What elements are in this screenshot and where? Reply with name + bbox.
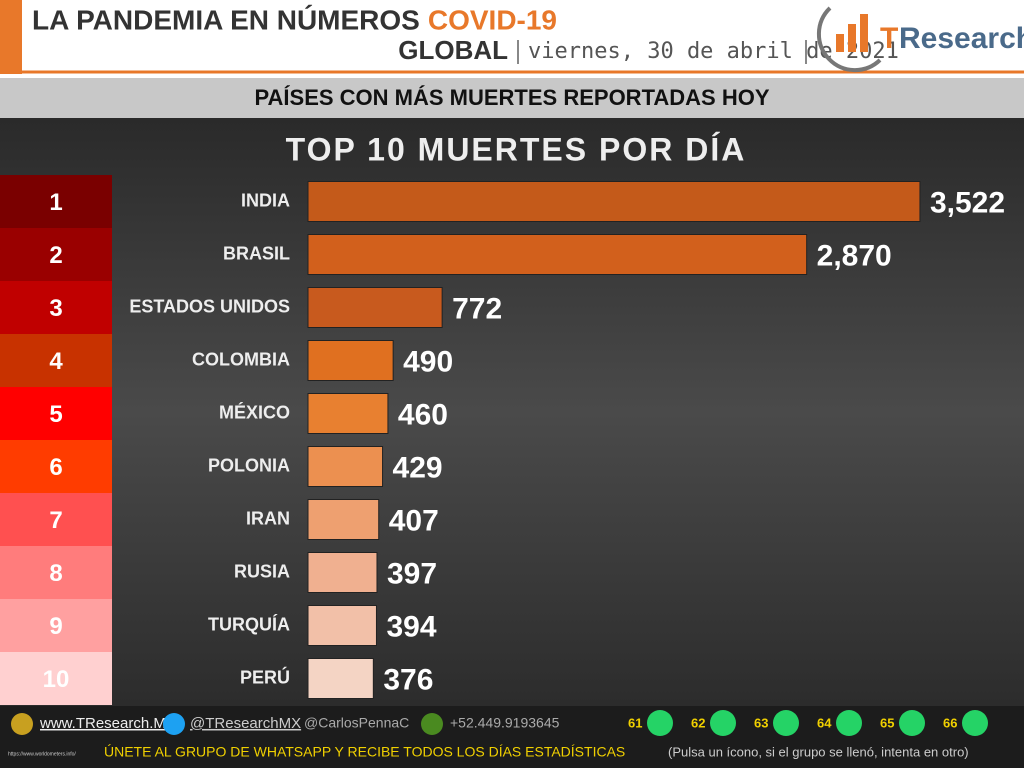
twitter-link[interactable]: @TResearchMX xyxy=(190,715,301,732)
bar xyxy=(307,499,380,540)
rank: 1 xyxy=(49,189,62,216)
bar xyxy=(307,181,921,222)
whatsapp-icon[interactable] xyxy=(647,710,673,736)
header-highlight: COVID-19 xyxy=(428,4,557,35)
category-label: POLONIA xyxy=(208,455,290,475)
whatsapp-icon[interactable] xyxy=(836,710,862,736)
whatsapp-icon[interactable] xyxy=(773,710,799,736)
category-label: IRAN xyxy=(246,508,290,528)
header-title: LA PANDEMIA EN NÚMEROS xyxy=(32,4,420,35)
rank: 6 xyxy=(49,454,62,481)
bar xyxy=(307,446,384,487)
whatsapp-icon[interactable] xyxy=(899,710,925,736)
category-label: COLOMBIA xyxy=(192,349,290,369)
rank-box xyxy=(0,599,112,652)
header-scope: GLOBAL xyxy=(398,35,508,65)
logo-arc xyxy=(816,6,882,73)
category-label: BRASIL xyxy=(223,243,290,263)
value-label: 490 xyxy=(403,345,453,378)
web-icon xyxy=(11,713,33,735)
rank: 7 xyxy=(49,507,62,534)
group-number[interactable]: 64 xyxy=(817,715,832,730)
category-label: ESTADOS UNIDOS xyxy=(129,296,290,316)
rank-box xyxy=(0,652,112,705)
category-label: RUSIA xyxy=(234,561,290,581)
logo-rest: Research xyxy=(899,22,1024,55)
rank: 8 xyxy=(49,560,62,587)
rank-box xyxy=(0,175,112,228)
rank: 5 xyxy=(49,401,62,428)
cta-note: (Pulsa un ícono, si el grupo se llenó, i… xyxy=(668,744,969,759)
logo-t: T xyxy=(880,22,898,55)
rank-box xyxy=(0,281,112,334)
web-link[interactable]: www.TResearch.Mx xyxy=(39,715,174,732)
value-label: 429 xyxy=(393,451,443,484)
value-label: 3,522 xyxy=(930,186,1005,219)
rank-box xyxy=(0,387,112,440)
group-number[interactable]: 62 xyxy=(691,715,705,730)
group-number[interactable]: 61 xyxy=(628,715,642,730)
rank: 4 xyxy=(49,348,63,375)
cta: ÚNETE AL GRUPO DE WHATSAPP Y RECIBE TODO… xyxy=(104,744,625,760)
twitter-icon xyxy=(163,713,185,735)
personal-handle: @CarlosPennaC xyxy=(304,715,409,731)
group-number[interactable]: 63 xyxy=(754,715,768,730)
rank-box xyxy=(0,334,112,387)
chart-title: TOP 10 MUERTES POR DÍA xyxy=(286,131,747,167)
bar xyxy=(307,234,808,275)
rank: 10 xyxy=(43,666,70,693)
category-label: PERÚ xyxy=(240,666,290,687)
rank-box xyxy=(0,440,112,493)
logo-bar xyxy=(836,34,844,52)
category-label: MÉXICO xyxy=(219,401,290,422)
logo-bar xyxy=(848,24,856,52)
bar xyxy=(307,340,394,381)
logo-bar xyxy=(860,14,868,52)
logo: T Research xyxy=(816,6,1024,73)
category-label: INDIA xyxy=(241,190,290,210)
header-stripe xyxy=(0,0,22,74)
phone-icon xyxy=(421,713,443,735)
rank-box xyxy=(0,493,112,546)
whatsapp-icon[interactable] xyxy=(962,710,988,736)
bar xyxy=(307,393,389,434)
whatsapp-icon[interactable] xyxy=(710,710,736,736)
whatsapp-groups: 61 62 63 64 65 66 xyxy=(628,710,988,736)
bar xyxy=(307,552,378,593)
phone: +52.449.9193645 xyxy=(450,715,560,731)
bar xyxy=(307,605,377,646)
rank-box xyxy=(0,546,112,599)
rank: 3 xyxy=(49,295,62,322)
value-label: 2,870 xyxy=(817,239,892,272)
value-label: 376 xyxy=(383,663,433,696)
subtitle-band xyxy=(0,78,1024,118)
rank-box xyxy=(0,228,112,281)
rank: 9 xyxy=(49,613,62,640)
category-label: TURQUÍA xyxy=(208,613,290,634)
value-label: 460 xyxy=(398,398,448,431)
value-label: 394 xyxy=(386,610,436,643)
group-number[interactable]: 66 xyxy=(943,715,957,730)
group-number[interactable]: 65 xyxy=(880,715,894,730)
bar xyxy=(307,658,374,699)
value-label: 397 xyxy=(387,557,437,590)
subtitle: PAÍSES CON MÁS MUERTES REPORTADAS HOY xyxy=(254,85,769,110)
bar xyxy=(307,287,443,328)
value-label: 772 xyxy=(452,292,502,325)
rank: 2 xyxy=(49,242,62,269)
value-label: 407 xyxy=(389,504,439,537)
source: https://www.worldometers.info/ xyxy=(8,751,76,757)
